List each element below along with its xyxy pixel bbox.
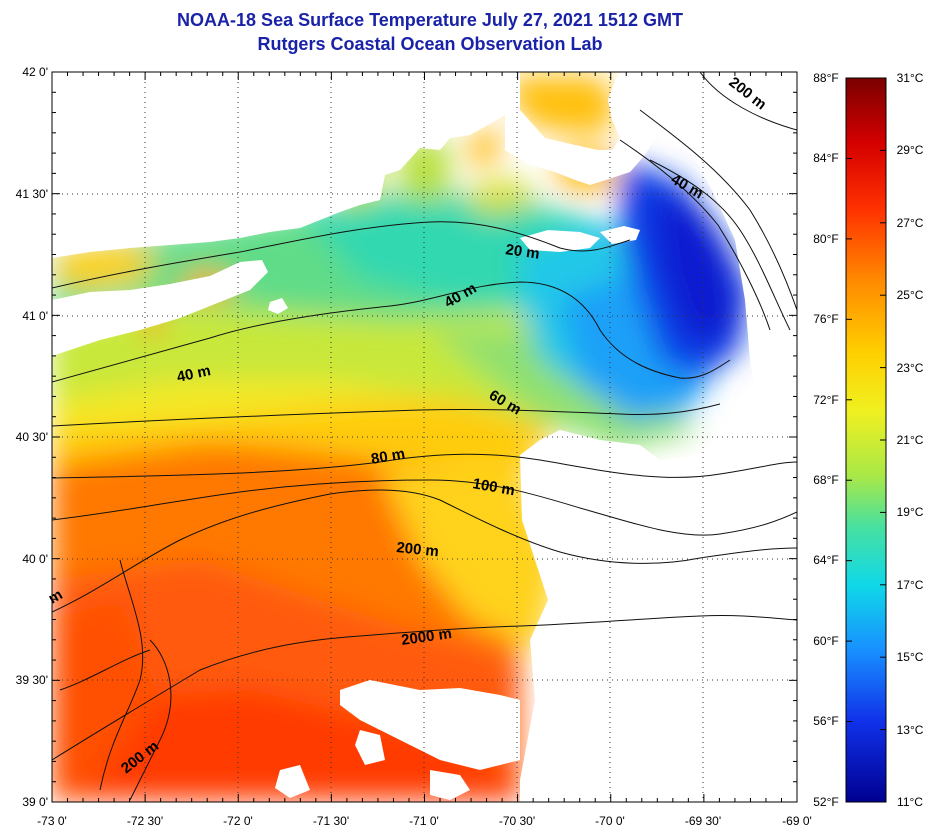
lat-label: 40 30' [16,430,48,444]
celsius-label: 31°C [897,71,924,85]
contour-label: 20 m [504,241,540,263]
contour-80m [52,453,797,479]
celsius-label: 17°C [897,578,924,592]
lon-label: -69 30' [685,814,721,828]
contour-canyon-1 [99,559,144,791]
lat-label: 39 30' [16,673,48,687]
contour-40m [52,281,731,383]
contour-ne-1 [699,72,797,131]
lon-label: -72 30' [127,814,163,828]
contour-60m [52,403,721,427]
contour-canyon-3 [59,649,151,691]
lon-label: -70 0' [595,814,625,828]
contour-label: 40 m [175,362,212,386]
fahrenheit-label: 68°F [813,473,838,487]
lat-label: 41 30' [16,187,48,201]
fahrenheit-label: 60°F [813,634,838,648]
celsius-label: 25°C [897,288,924,302]
fahrenheit-label: 88°F [813,71,838,85]
contour-20m [52,221,631,289]
map-subtitle: Rutgers Coastal Ocean Observation Lab [257,34,603,54]
lat-label: 42 0' [22,65,48,79]
bathymetry-contours [52,72,797,801]
contour-canyon-2 [129,639,172,801]
fahrenheit-label: 72°F [813,393,838,407]
lon-label: -69 0' [782,814,812,828]
celsius-label: 19°C [897,505,924,519]
latitude-labels: 42 0' 41 30' 41 0' 40 30' 40 0' 39 30' 3… [16,65,48,809]
lat-label: 40 0' [22,552,48,566]
lon-label: -71 30' [313,814,349,828]
celsius-label: 27°C [897,216,924,230]
celsius-label: 21°C [897,433,924,447]
contour-200m [52,489,797,613]
contour-2000m [52,614,797,761]
lon-label: -71 0' [409,814,439,828]
lat-label: 41 0' [22,309,48,323]
fahrenheit-label: 76°F [813,312,838,326]
celsius-label: 13°C [897,723,924,737]
lat-label: 39 0' [22,795,48,809]
contour-ne-3 [639,109,797,311]
contour-label: 80 m [370,445,407,468]
graticule [52,72,797,802]
contour-label: 2000 m [400,625,453,649]
lon-label: -70 30' [499,814,535,828]
colorbar [845,77,887,803]
contour-40m-ne [619,139,771,331]
celsius-label: 15°C [897,650,924,664]
colorbar-celsius-labels: 31°C 29°C 27°C 25°C 23°C 21°C 19°C 17°C … [897,71,924,809]
contour-100m [52,479,797,536]
map-frame [51,71,798,803]
no-data-areas [52,72,797,802]
celsius-label: 23°C [897,361,924,375]
longitude-labels: -73 0' -72 30' -72 0' -71 30' -71 0' -70… [37,814,812,828]
lon-label: -72 0' [223,814,253,828]
fahrenheit-label: 80°F [813,232,838,246]
fahrenheit-label: 84°F [813,151,838,165]
celsius-label: 29°C [897,143,924,157]
celsius-label: 11°C [897,795,923,809]
fahrenheit-label: 64°F [813,553,838,567]
colorbar-fahrenheit-labels: 88°F 84°F 80°F 76°F 72°F 68°F 64°F 60°F … [813,71,838,809]
fahrenheit-label: 56°F [813,714,838,728]
contour-label: 200 m [396,539,440,560]
fahrenheit-label: 52°F [813,795,838,809]
lon-label: -73 0' [37,814,67,828]
contour-ne-2 [649,159,791,331]
map-title: NOAA-18 Sea Surface Temperature July 27,… [177,10,683,30]
